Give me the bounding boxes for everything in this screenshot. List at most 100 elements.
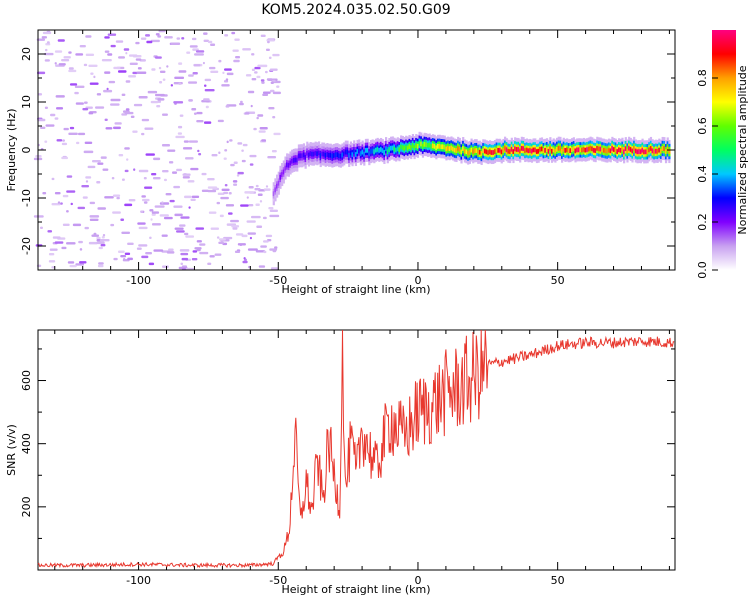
noise-speckle [112,211,121,214]
noise-speckle [210,43,216,46]
noise-speckle [95,106,105,109]
ridge-cell [284,165,287,171]
ridge-cell [433,143,436,149]
ridge-cell [634,148,637,154]
noise-speckle [36,38,46,41]
noise-speckle [126,158,129,161]
noise-speckle [150,39,160,43]
ridge-cell [465,149,468,155]
noise-speckle [147,90,158,94]
noise-speckle [180,216,190,219]
noise-speckle [226,72,234,76]
ridge-cell [336,152,339,158]
noise-speckle [125,52,128,55]
ridge-cell [547,148,550,154]
noise-speckle [231,31,236,35]
ridge-cell [341,152,344,158]
noise-speckle [104,196,114,199]
ridge-cell [326,152,329,157]
colorbar-tick-label: 0.2 [696,213,709,231]
noise-speckle [120,218,125,221]
noise-speckle [188,74,194,77]
noise-speckle [82,108,89,111]
noise-speckle [112,194,121,197]
noise-speckle [235,56,241,59]
noise-speckle [49,248,58,251]
noise-speckle [51,266,56,269]
noise-speckle [81,184,90,188]
noise-speckle [203,98,210,101]
noise-speckle [195,227,205,230]
noise-speckle [182,173,191,176]
noise-speckle [70,202,73,206]
noise-speckle [57,201,61,204]
snr-xtick-label: -100 [126,574,151,587]
noise-speckle [91,160,101,163]
ridge-cell [428,142,431,148]
noise-speckle [237,142,243,145]
noise-speckle [267,155,277,159]
spectrogram-xlabel: Height of straight line (km) [281,283,430,296]
noise-speckle [42,31,52,35]
noise-speckle [48,260,56,263]
ridge-cell [472,149,475,155]
noise-speckle [257,64,268,68]
ridge-cell [497,147,500,153]
ridge-cell [569,148,572,154]
ridge-cell [619,147,622,153]
spectrogram-ytick-label: -10 [20,189,33,207]
ridge-cell [333,153,336,158]
ridge-cell [351,152,354,158]
ridge-cell [500,149,503,155]
noise-speckle [113,257,118,261]
ridge-cell [292,158,295,163]
noise-speckle [47,230,53,233]
spectrogram-ridge [272,131,671,206]
ridge-cell [452,146,455,152]
ridge-cell [482,148,485,154]
noise-speckle [225,78,229,81]
ridge-cell [373,149,376,155]
noise-speckle [259,127,268,130]
noise-speckle [124,147,130,150]
spectrogram-xtick-label: -50 [269,274,287,287]
noise-speckle [232,49,239,52]
ridge-cell [321,151,324,157]
ridge-cell [666,146,669,152]
ridge-cell [363,151,366,157]
ridge-cell [467,150,470,156]
noise-speckle [113,126,121,130]
ridge-cell [302,152,306,158]
noise-speckle [132,130,138,133]
ridge-cell [358,148,361,154]
ridge-cell [376,146,379,152]
noise-speckle [40,126,46,130]
ridge-cell [656,149,659,154]
noise-speckle [261,139,267,142]
ridge-cell [544,147,547,153]
ridge-cell [545,147,549,153]
noise-speckle [176,37,181,40]
noise-speckle [138,226,148,230]
noise-speckle [181,257,189,261]
noise-speckle [103,89,113,93]
noise-speckle [271,149,277,153]
ridge-cell [498,147,502,153]
ridge-cell [584,147,587,153]
ridge-cell [629,147,632,152]
ridge-cell [639,149,642,155]
ridge-cell [555,146,559,152]
noise-speckle [262,91,271,94]
ridge-cell [349,150,352,156]
noise-speckle [150,218,153,221]
noise-speckle [141,195,146,198]
ridge-cell [356,149,359,154]
noise-speckle [164,36,173,39]
noise-speckle [226,140,229,144]
ridge-cell [579,147,582,153]
noise-speckle [144,127,154,130]
snr-series-line [37,329,675,569]
noise-speckle [91,234,100,237]
noise-speckle [270,89,275,93]
noise-speckle [68,67,74,70]
